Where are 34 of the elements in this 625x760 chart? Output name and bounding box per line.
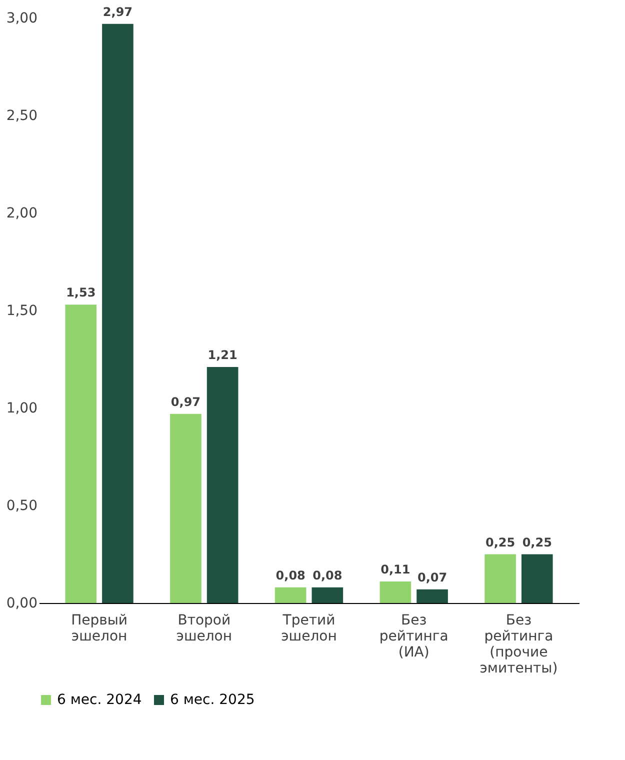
data-label: 0,07 [417,570,448,584]
bar [170,414,202,603]
y-tick-label: 2,00 [6,206,38,222]
data-label: 1,53 [66,286,96,300]
legend-label: 6 мес. 2024 [57,692,142,708]
y-tick-label: 1,50 [6,303,38,319]
bar [380,582,412,603]
bar [102,24,134,603]
bar [521,554,553,603]
data-label: 0,08 [312,568,342,582]
legend-label: 6 мес. 2025 [170,692,255,708]
data-label: 2,97 [102,4,133,19]
y-tick-label: 0,00 [6,596,38,612]
bar [274,587,306,603]
y-tick-label: 3,00 [6,10,38,26]
x-tick-label: Второй эшелон [176,612,232,644]
bar [484,554,516,603]
bar [65,304,97,603]
data-label: 0,08 [276,568,306,582]
y-tick-label: 0,50 [6,498,38,514]
x-tick-label: Первый эшелон [71,612,128,644]
data-label: 1,21 [208,348,238,362]
bar [312,587,344,603]
data-label: 0,11 [380,562,410,577]
x-tick-label: Третий эшелон [281,612,337,644]
data-label: 0,97 [170,394,201,409]
x-tick-label: Без рейтинга (прочие эмитенты) [480,612,558,676]
bar [416,589,448,603]
y-tick-label: 1,00 [6,400,38,416]
x-tick-label: Без рейтинга (ИА) [379,612,448,660]
bar [206,367,238,603]
y-tick-label: 2,50 [6,108,38,124]
data-label: 0,25 [485,535,516,550]
data-label: 0,25 [522,535,552,550]
